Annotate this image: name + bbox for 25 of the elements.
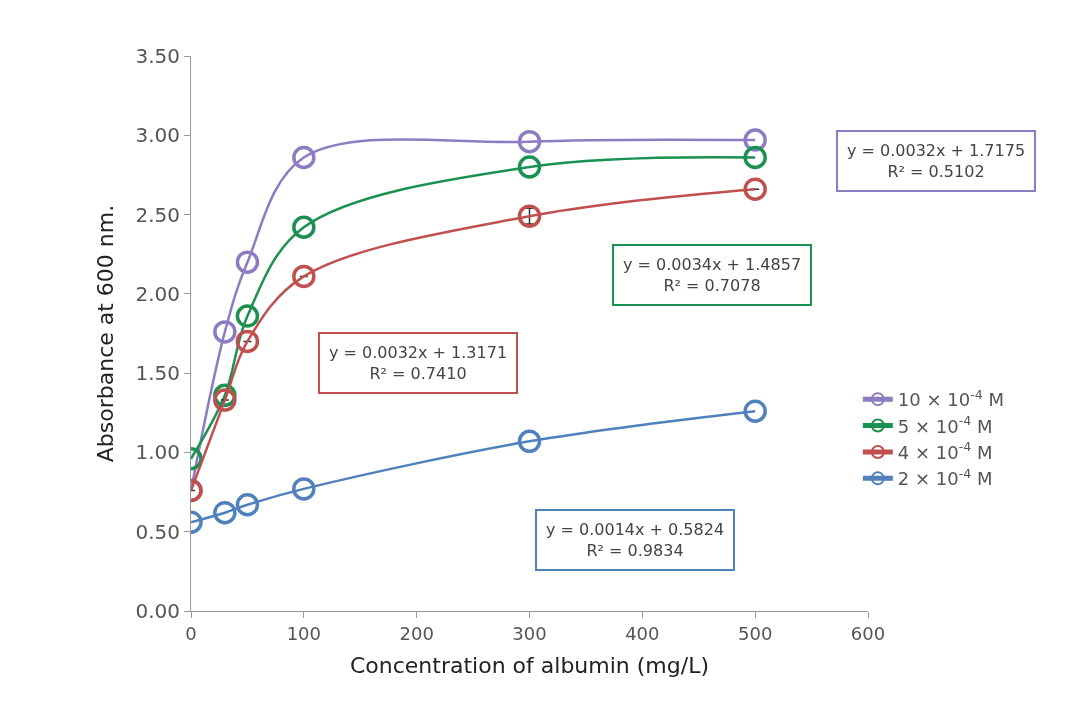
x-tick-label: 300: [512, 622, 547, 644]
legend-label: 4 × 10$^{-4}$ M: [897, 439, 993, 463]
y-tick-label: 0.50: [135, 519, 180, 544]
x-tick-label: 400: [625, 622, 660, 644]
x-tick-label: 100: [286, 622, 322, 644]
annotation: y = 0.0032x + 1.7175 R² = 0.5102: [847, 141, 1026, 181]
y-tick-label: 0.00: [135, 599, 180, 623]
y-tick-label: 3.50: [135, 44, 180, 68]
y-tick-label: 3.00: [135, 123, 180, 148]
legend-label: 2 × 10$^{-4}$ M: [897, 465, 993, 490]
y-axis-title: Absorbance at 600 nm.: [93, 204, 119, 463]
y-tick-label: 1.00: [135, 440, 180, 465]
legend-label: 10 × 10$^{-4}$ M: [897, 386, 1005, 411]
x-tick-label: 600: [850, 622, 886, 644]
x-tick-label: 0: [185, 622, 197, 644]
y-tick-label: 2.50: [135, 202, 180, 227]
annotation: y = 0.0032x + 1.3171 R² = 0.7410: [329, 343, 508, 383]
x-tick-label: 500: [737, 622, 773, 644]
y-tick-label: 2.00: [135, 281, 180, 306]
annotation: y = 0.0034x + 1.4857 R² = 0.7078: [623, 255, 802, 295]
y-tick-label: 1.50: [135, 361, 180, 386]
x-axis-title: Concentration of albumin (mg/L): [349, 653, 710, 679]
legend-label: 5 × 10$^{-4}$ M: [897, 413, 993, 437]
annotation: y = 0.0014x + 0.5824 R² = 0.9834: [546, 520, 725, 560]
x-tick-label: 200: [399, 622, 434, 644]
